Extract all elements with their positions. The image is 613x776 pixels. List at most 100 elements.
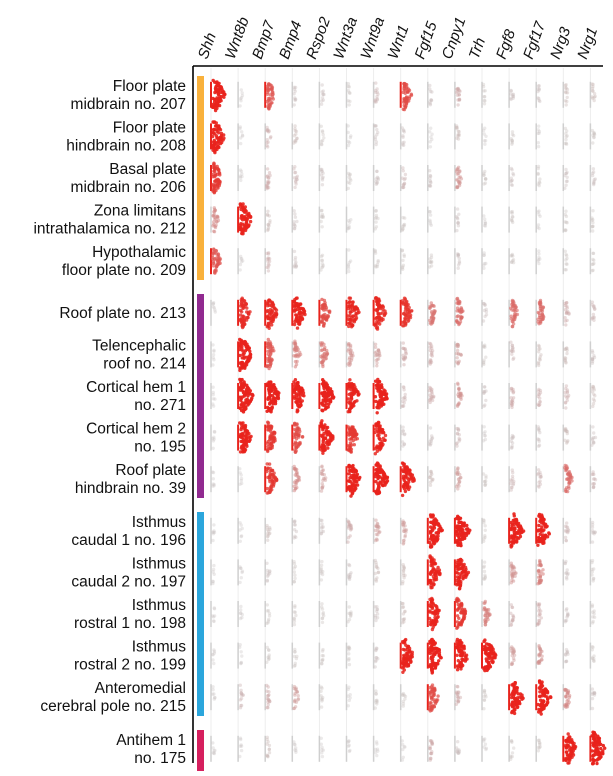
- cell-dot: [380, 317, 383, 320]
- cell-dot: [240, 347, 243, 350]
- cell-dot: [593, 609, 596, 612]
- cell-dot: [349, 218, 352, 221]
- cell-dot: [374, 317, 377, 320]
- cell-dot: [458, 182, 461, 185]
- cell-12-nrg1: [590, 601, 596, 627]
- cell-dot: [245, 306, 248, 309]
- cell-dot: [429, 358, 432, 361]
- cell-dot: [325, 441, 328, 444]
- cell-dot: [249, 220, 252, 223]
- cell-dot: [247, 313, 250, 316]
- cell-dot: [239, 222, 242, 225]
- cell-dot: [296, 353, 299, 356]
- cell-dot: [486, 615, 489, 618]
- cell-dot: [510, 540, 513, 543]
- cell-dot: [272, 397, 275, 400]
- cell-dot: [434, 610, 437, 613]
- cell-3-fgf17: [536, 207, 542, 233]
- cell-dot: [321, 215, 324, 218]
- cell-1-bmp4: [292, 123, 299, 149]
- cell-dot: [404, 347, 407, 350]
- cell-dot: [563, 302, 566, 305]
- cell-dot: [402, 483, 405, 486]
- cell-dot: [375, 177, 378, 180]
- cell-3-nrg1: [590, 207, 595, 233]
- cell-0-nrg1: [590, 82, 597, 108]
- cell-dot: [323, 348, 326, 351]
- cell-dot: [591, 252, 594, 255]
- cell-dot: [567, 529, 570, 532]
- cell-dot: [374, 81, 377, 84]
- cell-11-wnt1: [401, 559, 407, 585]
- cell-dot: [484, 524, 487, 527]
- cell-dot: [212, 358, 215, 361]
- cell-dot: [295, 319, 298, 322]
- cell-dot: [457, 221, 460, 224]
- cell-dot: [292, 167, 295, 170]
- gene-label-trh: Trh: [466, 35, 489, 61]
- cell-dot: [565, 215, 568, 218]
- cell-dot: [429, 532, 432, 535]
- cell-dot: [350, 405, 353, 408]
- cell-2-nrg1: [590, 165, 597, 191]
- cell-dot: [509, 544, 512, 547]
- cell-dot: [265, 365, 268, 368]
- cell-dot: [429, 484, 432, 487]
- cell-1-wnt3a: [347, 123, 353, 149]
- cell-dot: [322, 385, 325, 388]
- cell-dot: [322, 525, 325, 528]
- cell-dot: [591, 258, 594, 261]
- cell-dot: [542, 541, 545, 544]
- cell-dot: [266, 210, 269, 213]
- cell-dot: [483, 170, 486, 173]
- cell-dot: [460, 310, 463, 313]
- cell-dot: [428, 84, 431, 87]
- cell-dot: [512, 356, 515, 359]
- cell-dot: [349, 573, 352, 576]
- cell-dot: [564, 347, 567, 350]
- cell-3-wnt9a: [374, 207, 380, 233]
- cell-dot: [320, 560, 323, 563]
- cell-dot: [320, 349, 323, 352]
- cell-dot: [456, 216, 459, 219]
- cell-dot: [401, 166, 404, 169]
- cell-dot: [265, 185, 268, 188]
- cell-dot: [265, 252, 268, 255]
- cell-dot: [213, 430, 216, 433]
- cell-dot: [266, 317, 269, 320]
- cell-dot: [295, 442, 298, 445]
- cell-dot: [383, 439, 386, 442]
- cell-dot: [375, 576, 378, 579]
- cell-dot: [239, 605, 242, 608]
- cell-dot: [541, 529, 544, 532]
- cell-dot: [293, 186, 296, 189]
- cell-1-wnt9a: [373, 123, 379, 149]
- cell-dot: [320, 605, 323, 608]
- cell-10-bmp7: [265, 518, 271, 544]
- cell-dot: [321, 648, 324, 651]
- cell-5-trh: [482, 300, 488, 326]
- cell-4-nrg1: [590, 248, 595, 274]
- cell-dot: [484, 620, 487, 623]
- cell-dot: [347, 267, 350, 270]
- cell-dot: [266, 448, 269, 451]
- cell-dot: [212, 353, 215, 356]
- cell-dot: [564, 258, 567, 261]
- cell-dot: [402, 404, 405, 407]
- row-label-3-line-1: intrathalamica no. 212: [33, 221, 186, 238]
- cell-6-bmp7: [265, 338, 275, 370]
- cell-dot: [375, 326, 378, 329]
- cell-dot: [293, 577, 296, 580]
- cell-dot: [484, 476, 487, 479]
- cell-5-fgf15: [428, 300, 437, 326]
- cell-dot: [591, 559, 594, 562]
- cell-dot: [564, 84, 567, 87]
- cell-dot: [543, 536, 546, 539]
- cell-dot: [238, 528, 241, 531]
- cell-dot: [243, 394, 246, 397]
- cell-1-trh: [482, 123, 488, 149]
- cell-12-bmp7: [265, 601, 271, 627]
- cell-dot: [378, 491, 381, 494]
- cell-9-bmp4: [292, 465, 301, 493]
- cell-dot: [240, 534, 243, 537]
